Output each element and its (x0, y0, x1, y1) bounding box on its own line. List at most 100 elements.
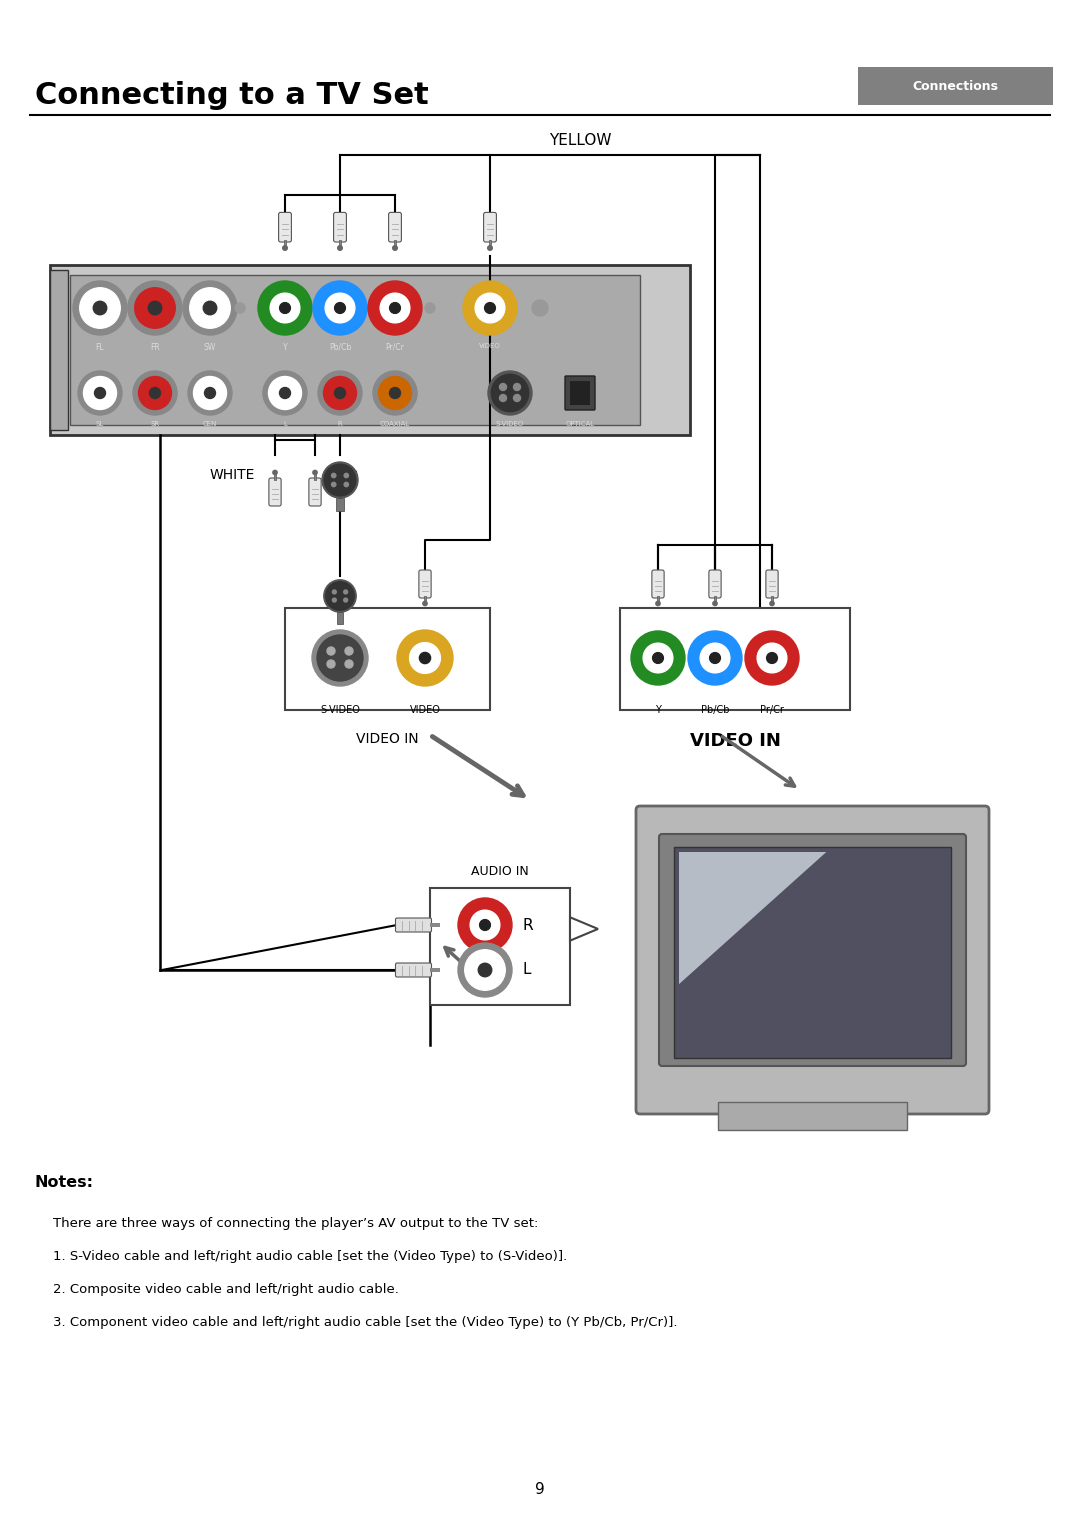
FancyBboxPatch shape (395, 964, 432, 977)
Circle shape (327, 647, 335, 655)
Text: Connections: Connections (913, 79, 999, 93)
Circle shape (656, 602, 660, 606)
FancyBboxPatch shape (334, 212, 347, 241)
Circle shape (327, 660, 335, 667)
Bar (714, 596, 716, 603)
Circle shape (713, 602, 717, 606)
Bar (337, 612, 343, 623)
Circle shape (325, 293, 355, 322)
Bar (70, 275, 640, 425)
Bar (430, 889, 570, 1005)
Circle shape (333, 589, 336, 594)
Circle shape (138, 377, 172, 409)
Bar (570, 382, 590, 405)
Circle shape (757, 643, 787, 673)
Bar (338, 240, 341, 247)
Circle shape (770, 602, 774, 606)
Circle shape (283, 246, 287, 250)
Circle shape (343, 599, 348, 602)
Text: Y: Y (656, 705, 661, 715)
Text: OPTICAL: OPTICAL (566, 421, 595, 428)
FancyBboxPatch shape (708, 570, 721, 599)
Circle shape (491, 374, 529, 412)
Bar (336, 498, 343, 510)
Text: VIDEO: VIDEO (480, 344, 501, 350)
Circle shape (338, 246, 342, 250)
Text: SL: SL (96, 421, 104, 428)
Bar (657, 596, 660, 603)
Text: VIDEO: VIDEO (409, 705, 441, 715)
Circle shape (135, 287, 175, 328)
Text: Pb/Cb: Pb/Cb (701, 705, 729, 715)
Text: 9: 9 (535, 1483, 545, 1498)
Text: CEN: CEN (203, 421, 217, 428)
Circle shape (312, 631, 368, 686)
Text: Notes:: Notes: (35, 1174, 94, 1190)
Circle shape (423, 602, 428, 606)
Text: SR: SR (150, 421, 160, 428)
Circle shape (280, 388, 291, 399)
FancyBboxPatch shape (269, 478, 281, 505)
Text: R: R (338, 421, 342, 428)
Circle shape (188, 371, 232, 415)
Circle shape (390, 388, 401, 399)
Bar (423, 596, 427, 603)
Circle shape (203, 301, 217, 315)
Circle shape (332, 473, 336, 478)
Circle shape (393, 246, 397, 250)
Circle shape (688, 631, 742, 686)
Bar (313, 472, 316, 479)
Bar (284, 240, 286, 247)
Circle shape (343, 589, 348, 594)
Bar (620, 608, 850, 710)
Circle shape (93, 301, 107, 315)
Circle shape (324, 377, 356, 409)
FancyBboxPatch shape (419, 570, 431, 599)
Text: YELLOW: YELLOW (549, 133, 611, 148)
Circle shape (631, 631, 685, 686)
Circle shape (318, 371, 362, 415)
Text: VIDEO IN: VIDEO IN (689, 731, 781, 750)
Text: L: L (283, 421, 287, 428)
Bar (393, 240, 396, 247)
Bar (674, 847, 951, 1058)
Circle shape (324, 580, 356, 612)
Circle shape (78, 371, 122, 415)
Circle shape (273, 470, 278, 475)
Circle shape (485, 302, 496, 313)
Circle shape (478, 964, 491, 977)
FancyBboxPatch shape (636, 806, 989, 1115)
Bar (273, 472, 276, 479)
Text: There are three ways of connecting the player’s AV output to the TV set:: There are three ways of connecting the p… (53, 1217, 538, 1231)
Bar (717, 1102, 907, 1130)
Circle shape (318, 635, 363, 681)
Bar (285, 608, 490, 710)
Circle shape (499, 383, 507, 391)
Circle shape (270, 293, 300, 322)
Circle shape (480, 919, 490, 930)
Bar (430, 924, 440, 927)
Text: FL: FL (96, 344, 105, 353)
Circle shape (345, 660, 353, 667)
FancyBboxPatch shape (652, 570, 664, 599)
Circle shape (193, 377, 227, 409)
FancyBboxPatch shape (659, 834, 966, 1066)
Circle shape (235, 302, 245, 313)
Circle shape (133, 371, 177, 415)
Circle shape (464, 950, 505, 989)
Text: R: R (523, 918, 534, 933)
Text: RED: RED (330, 467, 360, 483)
Bar (50, 270, 68, 431)
Circle shape (710, 652, 720, 663)
Circle shape (324, 464, 355, 496)
Text: Connecting to a TV Set: Connecting to a TV Set (35, 81, 429, 110)
Text: 1. S-Video cable and left/right audio cable [set the (Video Type) to (S-Video)].: 1. S-Video cable and left/right audio ca… (53, 1251, 567, 1263)
Text: Pr/Cr: Pr/Cr (386, 344, 404, 353)
Circle shape (269, 377, 301, 409)
Circle shape (745, 631, 799, 686)
Circle shape (204, 388, 216, 399)
Circle shape (390, 302, 401, 313)
FancyBboxPatch shape (395, 918, 432, 931)
Text: Pr/Cr: Pr/Cr (760, 705, 784, 715)
Circle shape (313, 281, 367, 334)
